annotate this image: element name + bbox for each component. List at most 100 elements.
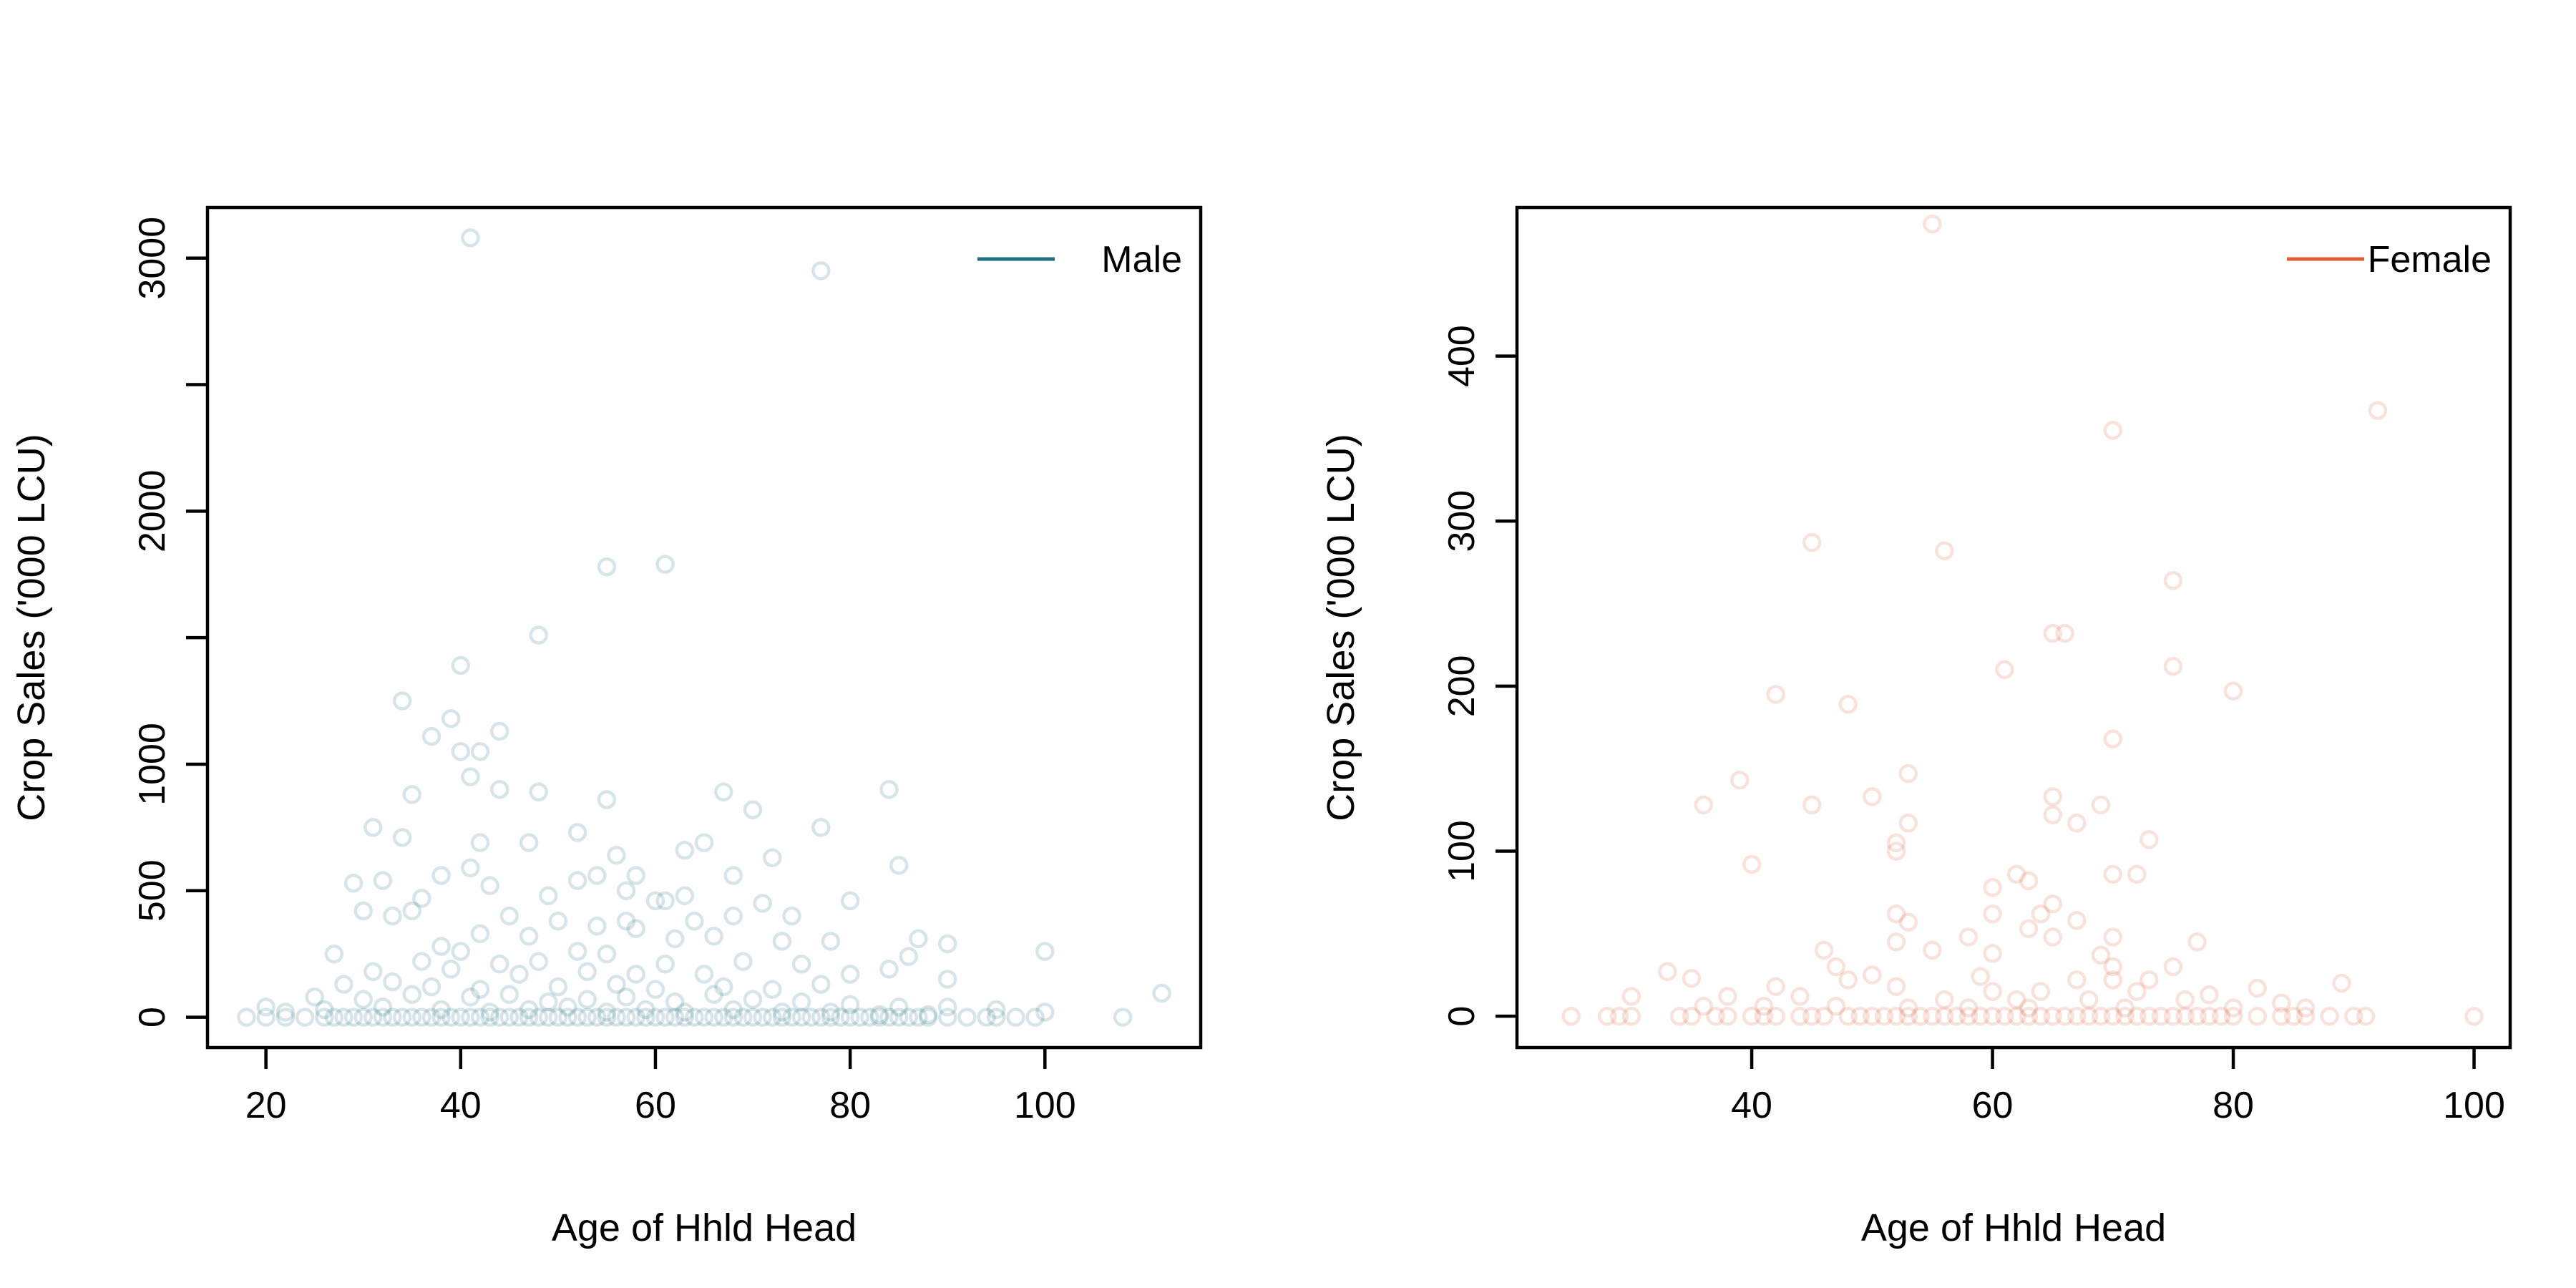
female-data-point [2067, 970, 2087, 990]
male-data-point [577, 962, 597, 982]
female-x-tick-label: 80 [2212, 1085, 2254, 1126]
male-data-point [889, 997, 909, 1017]
male-data-point [421, 977, 441, 997]
male-y-tick-label: 3000 [132, 217, 173, 300]
male-data-point [772, 932, 792, 951]
female-data-point [2175, 1006, 2195, 1026]
female-data-point [1754, 997, 1774, 1016]
male-data-point [324, 1008, 344, 1027]
male-data-point [256, 1008, 275, 1027]
female-data-point [1971, 1006, 1990, 1026]
male-data-point [577, 990, 597, 1010]
female-data-point [2115, 998, 2135, 1018]
male-data-point [597, 1008, 617, 1027]
male-data-point [353, 1008, 373, 1027]
male-y-tick-label: 2000 [132, 469, 173, 552]
male-data-point [821, 1002, 841, 1022]
male-data-point [519, 927, 539, 946]
male-data-point [821, 1008, 841, 1027]
male-data-point [675, 1002, 695, 1022]
male-data-point [461, 987, 480, 1007]
male-data-point [470, 980, 490, 999]
male-data-point [850, 1008, 869, 1027]
female-data-point [2163, 656, 2183, 676]
male-data-point [675, 1008, 695, 1027]
female-y-tick-label: 300 [1441, 490, 1483, 552]
female-data-point [2043, 623, 2062, 643]
female-y-tick-label: 200 [1441, 655, 1483, 717]
male-data-point [499, 985, 519, 1004]
female-data-point [1863, 1006, 1882, 1026]
male-data-point [1113, 1008, 1133, 1027]
female-data-point [1826, 957, 1846, 977]
male-data-point [353, 901, 373, 921]
male-data-point [548, 1008, 568, 1027]
female-data-point [2019, 998, 2039, 1018]
female-data-point [1658, 962, 1677, 982]
male-data-point [364, 818, 383, 837]
female-data-point [2223, 681, 2243, 701]
female-data-point [2079, 990, 2099, 1010]
female-data-point [1958, 998, 1979, 1018]
male-data-point [509, 1008, 529, 1027]
male-data-point [937, 1008, 957, 1027]
female-data-point [2043, 787, 2062, 806]
female-data-point [1983, 904, 2002, 924]
female-data-point [2031, 982, 2051, 1001]
male-data-point [636, 1008, 655, 1027]
male-data-point [665, 929, 685, 949]
male-data-point [1025, 1008, 1045, 1027]
female-y-axis-label: Crop Sales ('000 LCU) [1319, 434, 1362, 821]
female-data-point [1669, 1006, 1689, 1026]
male-data-point [626, 965, 645, 984]
male-data-point [704, 927, 723, 946]
male-data-point [587, 917, 607, 936]
male-data-point [275, 1002, 296, 1022]
female-data-point [2043, 927, 2062, 947]
male-data-point [548, 911, 568, 931]
female-x-axis: 40 60 80 100 [1731, 1048, 2505, 1126]
male-data-point [451, 942, 471, 961]
male-data-point [909, 929, 928, 949]
male-data-point [1006, 1008, 1025, 1027]
female-data-point [1850, 1006, 1870, 1026]
female-data-point [1946, 1006, 1966, 1026]
male-data-point [645, 980, 665, 999]
male-data-point [275, 1008, 296, 1027]
male-data-point [1152, 983, 1171, 1003]
female-data-point [1886, 1006, 1906, 1026]
male-data-point [412, 1008, 431, 1027]
male-data-point [597, 944, 617, 964]
male-data-point [840, 965, 860, 984]
male-data-point [597, 557, 617, 577]
male-data-point [567, 871, 587, 890]
female-data-point [2031, 904, 2051, 924]
male-data-point [315, 1008, 334, 1027]
female-data-point [2127, 1006, 2147, 1026]
female-data-point [1790, 1006, 1810, 1026]
male-x-tick-label: 20 [245, 1085, 287, 1126]
male-data-point [782, 906, 801, 926]
female-data-point [1983, 878, 2002, 897]
male-data-point [529, 625, 548, 645]
female-data-point [1863, 787, 1882, 806]
female-data-point [1898, 814, 1918, 833]
female-data-point [2103, 927, 2123, 947]
male-y-axis: 0 500 1000 2000 3000 [132, 217, 208, 1028]
female-data-point [2200, 985, 2219, 1005]
female-x-axis-label: Age of Hhld Head [1861, 1206, 2166, 1249]
male-data-point [461, 767, 480, 786]
male-data-point [645, 1008, 665, 1027]
female-data-point [1886, 833, 1906, 853]
male-data-point [713, 977, 733, 997]
female-legend-label: Female [2368, 239, 2492, 280]
male-data-point [791, 1008, 811, 1027]
male-data-point [733, 952, 753, 972]
male-data-point [889, 1008, 909, 1027]
female-data-point [1923, 1006, 1942, 1026]
female-data-point [2296, 1006, 2316, 1026]
male-data-point [539, 1008, 558, 1027]
female-legend: Female [2287, 239, 2492, 280]
male-x-axis-label: Age of Hhld Head [552, 1206, 857, 1249]
male-data-point [529, 1008, 548, 1027]
